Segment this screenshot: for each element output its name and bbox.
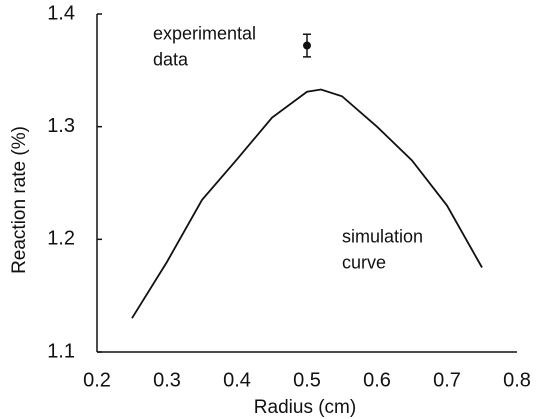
x-axis-title: Radius (cm) xyxy=(254,397,356,418)
data-point xyxy=(303,41,311,50)
x-tick-label: 0.6 xyxy=(363,369,391,391)
line xyxy=(131,88,483,319)
x-tick-label: 0.8 xyxy=(503,369,531,391)
x-tick-label: 0.3 xyxy=(153,369,181,391)
y-axis-title: Reaction rate (%) xyxy=(9,126,30,274)
y-tick-label: 1.1 xyxy=(47,340,75,362)
annotation: experimental xyxy=(153,24,256,44)
annotation: data xyxy=(153,50,189,70)
y-tick-label: 1.2 xyxy=(47,228,75,250)
y-tick-label: 1.4 xyxy=(47,2,75,24)
y-tick-label: 1.3 xyxy=(47,115,75,137)
x-tick-label: 0.5 xyxy=(293,369,321,391)
x-tick-label: 0.7 xyxy=(433,369,461,391)
annotation: simulation xyxy=(342,226,423,246)
x-tick-label: 0.4 xyxy=(223,369,251,391)
annotation: curve xyxy=(342,252,386,272)
x-tick-label: 0.2 xyxy=(83,369,111,391)
